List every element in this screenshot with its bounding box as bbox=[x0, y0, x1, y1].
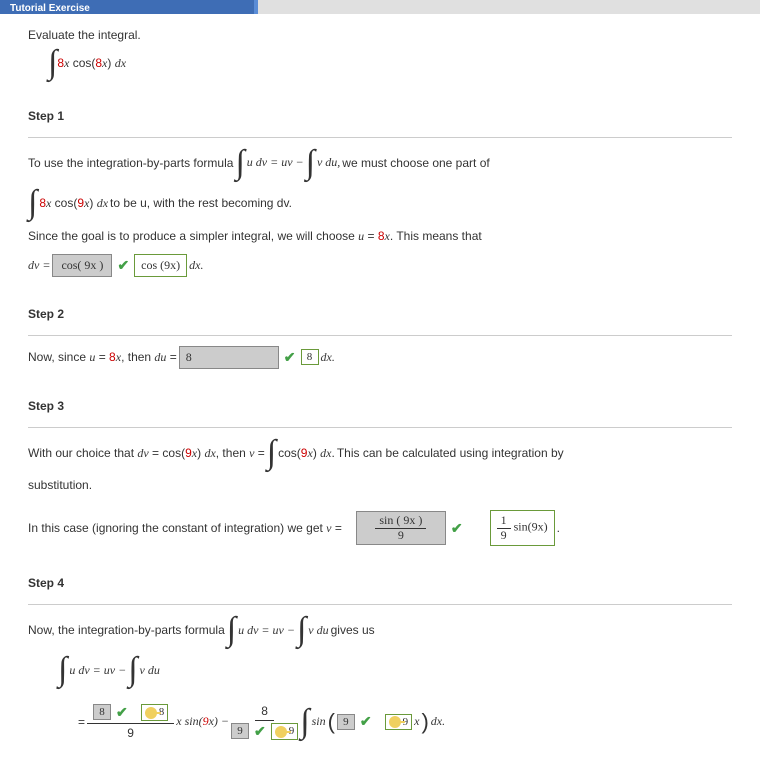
header-bar: Tutorial Exercise bbox=[0, 0, 760, 14]
key-icon bbox=[145, 707, 157, 719]
integral-icon: ∫ bbox=[306, 148, 315, 179]
key-icon bbox=[275, 726, 287, 738]
integral-icon: ∫ bbox=[58, 655, 67, 686]
content: Evaluate the integral. ∫ 8x cos(8x) dx S… bbox=[0, 14, 760, 760]
blank-input[interactable]: 8 bbox=[93, 704, 111, 720]
key-icon bbox=[389, 716, 401, 728]
step3-sub: substitution. bbox=[28, 478, 732, 492]
dx: dx bbox=[115, 56, 126, 70]
integral-icon: ∫ bbox=[297, 615, 306, 646]
step3-line1: With our choice that dv = cos(9x) dx, th… bbox=[28, 438, 732, 469]
v-correct-box: 19 sin(9x) bbox=[490, 510, 555, 545]
integral-icon: ∫ bbox=[227, 615, 236, 646]
coef: 8 bbox=[57, 56, 64, 70]
divider bbox=[28, 137, 732, 138]
step4-line1: Now, the integration-by-parts formula ∫ … bbox=[28, 615, 732, 646]
blank-input[interactable]: 9 bbox=[337, 714, 355, 730]
step4-title: Step 4 bbox=[28, 576, 732, 590]
step1-title: Step 1 bbox=[28, 109, 732, 123]
step3-title: Step 3 bbox=[28, 399, 732, 413]
correct-small: 8 bbox=[141, 704, 169, 720]
step1-line1: To use the integration-by-parts formula … bbox=[28, 148, 732, 179]
integral-icon: ∫ bbox=[300, 707, 309, 738]
step1-line2: ∫ 8x cos(9x) dx to be u, with the rest b… bbox=[28, 188, 732, 219]
v-answer-input[interactable]: sin ( 9x ) 9 bbox=[356, 511, 446, 544]
check-icon: ✔ bbox=[116, 704, 128, 721]
check-icon: ✔ bbox=[254, 723, 266, 740]
integral-icon: ∫ bbox=[128, 655, 137, 686]
integral-icon: ∫ bbox=[235, 148, 244, 179]
correct-small: 9 bbox=[271, 723, 299, 739]
main-integral: ∫ 8x cos(8x) dx bbox=[48, 48, 732, 79]
dv-answer-input[interactable]: cos( 9x ) bbox=[52, 254, 112, 277]
frac-1: 8 ✔ 8 9 bbox=[87, 704, 174, 740]
header-label: Tutorial Exercise bbox=[0, 3, 90, 14]
integral-icon: ∫ bbox=[28, 188, 37, 219]
step1-line3: Since the goal is to produce a simpler i… bbox=[28, 229, 732, 244]
blank-input[interactable]: 9 bbox=[231, 723, 249, 739]
integral-icon: ∫ bbox=[48, 48, 57, 79]
divider bbox=[28, 604, 732, 605]
integral-icon: ∫ bbox=[267, 438, 276, 469]
step2-title: Step 2 bbox=[28, 307, 732, 321]
check-icon: ✔ bbox=[360, 713, 372, 730]
check-icon: ✔ bbox=[451, 520, 463, 537]
var-x: x bbox=[64, 56, 69, 70]
du-correct-box: 8 bbox=[301, 349, 319, 365]
step3-line2: In this case (ignoring the constant of i… bbox=[28, 510, 732, 545]
step1-dv-row: dv = cos( 9x ) ✔ cos (9x) dx. bbox=[28, 254, 732, 277]
step4-result: = 8 ✔ 8 9 x sin(9x) − 8 9 ✔ 9 ∫ sin ( 9 … bbox=[78, 704, 732, 740]
header-blue: Tutorial Exercise bbox=[0, 0, 258, 14]
correct-small: 9 bbox=[385, 714, 413, 730]
divider bbox=[28, 335, 732, 336]
frac-2: 8 9 ✔ 9 bbox=[231, 704, 298, 740]
du-answer-input[interactable]: 8 bbox=[179, 346, 279, 369]
step4-restate: ∫ u dv = uv − ∫ v du bbox=[58, 655, 732, 686]
divider bbox=[28, 427, 732, 428]
check-icon: ✔ bbox=[117, 257, 129, 274]
step2-row: Now, since u = 8x, then du = 8 ✔ 8 dx. bbox=[28, 346, 732, 369]
dv-correct-box: cos (9x) bbox=[134, 254, 187, 277]
cos-open: cos(8x) bbox=[73, 56, 115, 70]
check-icon: ✔ bbox=[284, 349, 296, 366]
prompt-text: Evaluate the integral. bbox=[28, 28, 732, 42]
